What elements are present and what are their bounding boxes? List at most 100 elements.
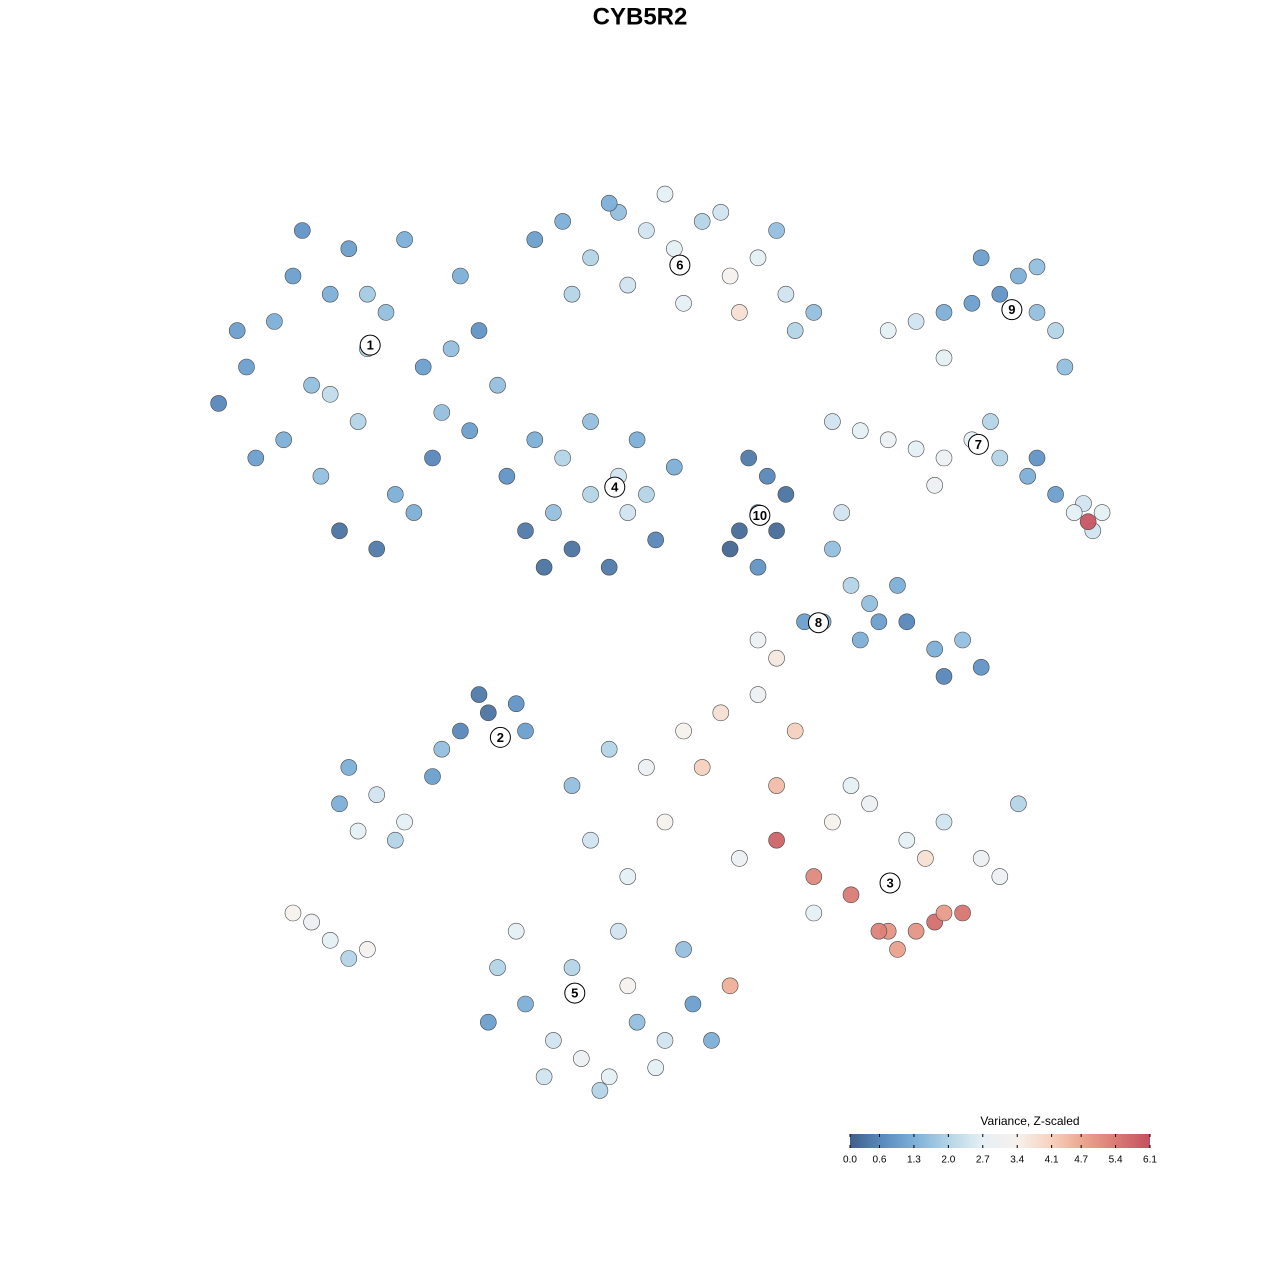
point bbox=[907, 313, 925, 330]
point bbox=[1047, 322, 1064, 339]
point bbox=[786, 322, 804, 339]
cluster-label: 9 bbox=[1008, 302, 1015, 317]
point bbox=[368, 786, 386, 804]
cluster-marker bbox=[669, 254, 691, 276]
point bbox=[749, 631, 767, 649]
point bbox=[414, 358, 432, 376]
colorbar-tick-label: 1.3 bbox=[907, 1155, 921, 1166]
point bbox=[777, 285, 795, 303]
cluster-label: 8 bbox=[815, 615, 822, 630]
point bbox=[507, 922, 525, 940]
point bbox=[470, 322, 488, 339]
point bbox=[433, 404, 451, 421]
point bbox=[851, 422, 869, 440]
point bbox=[210, 395, 227, 412]
point bbox=[768, 649, 785, 667]
colorbar-tick-label: 2.0 bbox=[941, 1155, 955, 1166]
point bbox=[991, 285, 1009, 303]
point bbox=[833, 504, 851, 521]
point bbox=[935, 349, 953, 367]
point bbox=[247, 449, 265, 467]
point bbox=[359, 941, 376, 958]
point bbox=[907, 922, 925, 940]
point bbox=[1019, 467, 1036, 485]
point bbox=[889, 941, 906, 958]
point bbox=[749, 686, 767, 703]
point bbox=[600, 194, 618, 212]
point bbox=[675, 722, 692, 740]
chart-title: CYB5R2 bbox=[593, 3, 688, 30]
point bbox=[656, 185, 674, 203]
point bbox=[303, 376, 320, 394]
point bbox=[321, 385, 339, 403]
point bbox=[1028, 304, 1046, 321]
point bbox=[879, 322, 897, 339]
point bbox=[479, 1013, 497, 1031]
point bbox=[377, 304, 395, 321]
point bbox=[563, 285, 581, 303]
point bbox=[824, 413, 841, 430]
point bbox=[498, 467, 516, 485]
point bbox=[721, 267, 739, 285]
point bbox=[1065, 504, 1083, 521]
point bbox=[935, 813, 953, 831]
point bbox=[982, 413, 999, 430]
point bbox=[619, 868, 637, 885]
point bbox=[768, 831, 785, 849]
point bbox=[935, 904, 953, 922]
point bbox=[545, 504, 562, 521]
point bbox=[321, 285, 339, 303]
point bbox=[563, 959, 581, 976]
point bbox=[424, 768, 441, 785]
point bbox=[712, 204, 730, 221]
point bbox=[452, 722, 469, 740]
point bbox=[721, 977, 739, 995]
point bbox=[954, 631, 971, 649]
colorbar-title: Variance, Z-scaled bbox=[980, 1114, 1079, 1128]
cluster-marker bbox=[807, 612, 829, 634]
colorbar-tick-label: 2.7 bbox=[976, 1155, 990, 1166]
point bbox=[489, 376, 506, 394]
point bbox=[582, 249, 599, 267]
point bbox=[628, 431, 646, 449]
point bbox=[638, 759, 655, 776]
point bbox=[321, 931, 339, 949]
point bbox=[665, 458, 683, 476]
point bbox=[861, 795, 878, 813]
point bbox=[656, 1032, 674, 1049]
point bbox=[331, 522, 348, 540]
point bbox=[703, 1032, 720, 1049]
point bbox=[675, 294, 692, 312]
point bbox=[266, 313, 283, 330]
cluster-marker bbox=[604, 476, 626, 498]
point bbox=[731, 304, 748, 321]
point bbox=[656, 813, 674, 831]
point bbox=[359, 285, 376, 303]
point bbox=[842, 577, 860, 594]
point bbox=[554, 449, 572, 467]
point bbox=[805, 304, 823, 321]
colorbar-tick-label: 0.6 bbox=[873, 1155, 887, 1166]
point bbox=[554, 213, 572, 230]
point bbox=[861, 595, 878, 612]
point bbox=[898, 613, 916, 631]
point bbox=[442, 340, 460, 358]
point bbox=[684, 995, 702, 1013]
point bbox=[563, 777, 581, 794]
cluster-label: 10 bbox=[753, 508, 767, 523]
point bbox=[386, 831, 404, 849]
point bbox=[396, 813, 413, 831]
cluster-marker bbox=[1001, 299, 1023, 321]
point bbox=[619, 977, 637, 995]
point bbox=[870, 922, 888, 940]
point bbox=[731, 522, 748, 540]
point bbox=[275, 431, 293, 449]
point bbox=[1093, 504, 1111, 521]
point bbox=[470, 686, 488, 703]
point bbox=[452, 267, 469, 285]
point bbox=[693, 213, 711, 230]
cluster-label: 7 bbox=[975, 437, 982, 452]
point bbox=[870, 613, 888, 631]
point bbox=[879, 431, 897, 449]
point bbox=[517, 995, 534, 1013]
